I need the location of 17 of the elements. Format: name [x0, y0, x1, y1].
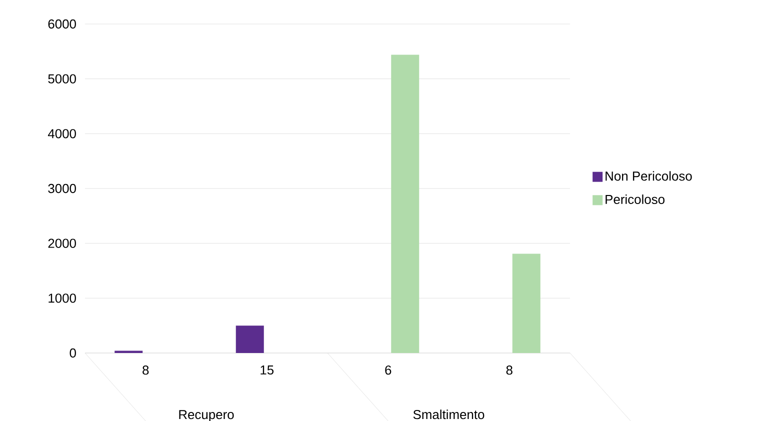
bar: [512, 254, 540, 353]
y-tick-label: 0: [70, 348, 76, 358]
text: Smaltimento: [413, 410, 484, 420]
y-tick-label: 2000: [48, 238, 76, 248]
bar: [236, 326, 264, 353]
x-tick-label: 6: [385, 366, 392, 375]
y-tick-label: 1000: [48, 294, 76, 303]
x-tick-label: 15: [260, 366, 274, 375]
y-tick-label: 3000: [48, 184, 76, 194]
x-tick-label: 8: [142, 366, 149, 375]
y-tick-label: 5000: [48, 74, 76, 84]
bar: [391, 54, 420, 353]
y-tick-label: 6000: [48, 19, 76, 29]
legend-label: Non Pericoloso: [606, 171, 692, 181]
y-tick-label: 4000: [48, 129, 76, 138]
legend-label: Pericoloso: [606, 194, 664, 204]
x-tick-label: 8: [506, 366, 512, 375]
